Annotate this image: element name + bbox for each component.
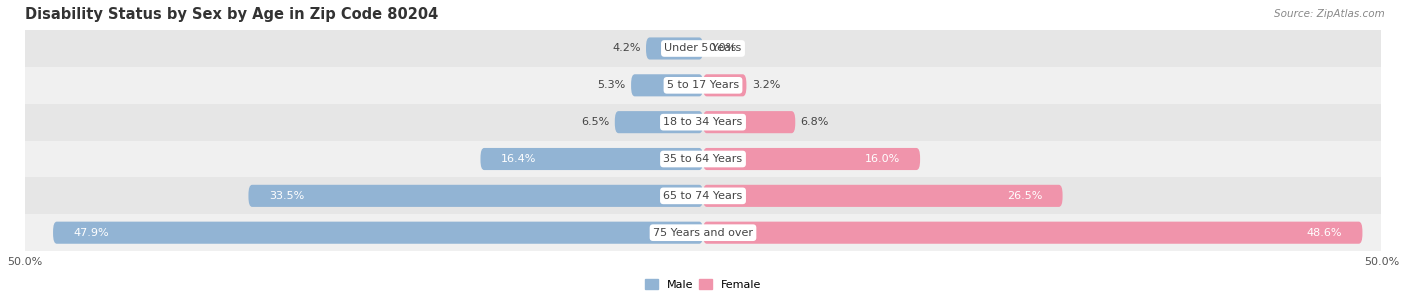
Text: 16.0%: 16.0% (865, 154, 900, 164)
Text: Disability Status by Sex by Age in Zip Code 80204: Disability Status by Sex by Age in Zip C… (24, 7, 437, 22)
Text: 18 to 34 Years: 18 to 34 Years (664, 117, 742, 127)
Text: 48.6%: 48.6% (1306, 228, 1343, 238)
Text: 26.5%: 26.5% (1007, 191, 1042, 201)
Bar (24, 140, 1382, 178)
Legend: Male, Female: Male, Female (640, 275, 766, 294)
Text: 47.9%: 47.9% (73, 228, 110, 238)
FancyBboxPatch shape (645, 37, 703, 60)
Text: Source: ZipAtlas.com: Source: ZipAtlas.com (1274, 9, 1385, 19)
Text: 5.3%: 5.3% (598, 80, 626, 90)
Text: 5 to 17 Years: 5 to 17 Years (666, 80, 740, 90)
Bar (24, 104, 1382, 140)
Text: 65 to 74 Years: 65 to 74 Years (664, 191, 742, 201)
FancyBboxPatch shape (614, 111, 703, 133)
FancyBboxPatch shape (703, 148, 920, 170)
Text: 4.2%: 4.2% (612, 43, 641, 54)
Text: 6.5%: 6.5% (581, 117, 609, 127)
FancyBboxPatch shape (631, 74, 703, 96)
Bar (24, 178, 1382, 214)
FancyBboxPatch shape (703, 74, 747, 96)
Bar (24, 30, 1382, 67)
Text: 0.0%: 0.0% (709, 43, 737, 54)
Text: 75 Years and over: 75 Years and over (652, 228, 754, 238)
FancyBboxPatch shape (703, 222, 1362, 244)
Text: 35 to 64 Years: 35 to 64 Years (664, 154, 742, 164)
Text: 33.5%: 33.5% (269, 191, 304, 201)
FancyBboxPatch shape (53, 222, 703, 244)
FancyBboxPatch shape (703, 111, 796, 133)
Text: 6.8%: 6.8% (800, 117, 830, 127)
Text: 3.2%: 3.2% (752, 80, 780, 90)
Bar (24, 214, 1382, 251)
Bar (24, 67, 1382, 104)
FancyBboxPatch shape (703, 185, 1063, 207)
Text: Under 5 Years: Under 5 Years (665, 43, 741, 54)
FancyBboxPatch shape (249, 185, 703, 207)
Text: 16.4%: 16.4% (501, 154, 536, 164)
FancyBboxPatch shape (481, 148, 703, 170)
